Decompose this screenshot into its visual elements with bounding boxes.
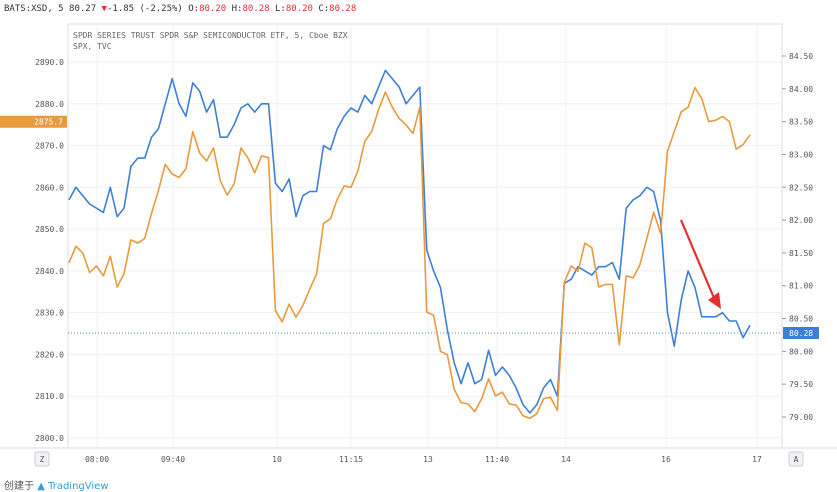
right-axis-tick: 80.00 xyxy=(789,347,813,356)
x-axis-tick: 11:15 xyxy=(339,455,363,464)
left-axis-tick: 2870.0 xyxy=(35,142,64,151)
right-axis-tick: 81.50 xyxy=(789,249,813,258)
right-axis-tick: 80.50 xyxy=(789,315,813,324)
right-axis-tick: 79.00 xyxy=(789,413,813,422)
legend-entry: SPX, TVC xyxy=(73,42,112,51)
scale-z-label: Z xyxy=(40,455,45,464)
annotation-arrow-shaft xyxy=(679,219,716,299)
left-axis-tick: 2840.0 xyxy=(35,267,64,276)
x-axis-tick: 10 xyxy=(272,455,282,464)
high-label: H: xyxy=(231,4,243,14)
annotation-arrow-head xyxy=(708,292,721,309)
left-axis-tick: 2800.0 xyxy=(35,434,64,443)
x-axis-tick: 13 xyxy=(423,455,433,464)
open-value: 80.20 xyxy=(199,4,227,14)
scale-a-button[interactable] xyxy=(788,451,804,467)
chart-header: BATS:XSD, 5 80.27 ▼-1.85 (-2.25%) O:80.2… xyxy=(4,2,356,16)
scale-a-label: A xyxy=(794,455,799,464)
tradingview-link[interactable]: TradingView xyxy=(48,481,109,492)
left-axis-tick: 2860.0 xyxy=(35,183,64,192)
down-arrow-icon: ▼ xyxy=(101,4,107,14)
series-line-spx xyxy=(68,69,751,414)
right-axis-tick: 82.50 xyxy=(789,183,813,192)
created-label: 创建于 xyxy=(4,481,34,492)
x-axis-tick: 14 xyxy=(561,455,571,464)
left-price-marker-label: 2875.7 xyxy=(34,118,63,127)
left-axis-tick: 2820.0 xyxy=(35,350,64,359)
left-axis-tick: 2890.0 xyxy=(35,58,64,67)
x-axis-tick: 08:00 xyxy=(85,455,109,464)
high-value: 80.28 xyxy=(242,4,270,14)
scale-z-button[interactable] xyxy=(34,451,50,467)
low-label: L: xyxy=(274,4,286,14)
last-price: 80.27 xyxy=(69,4,97,14)
legend-entry: SPDR SERIES TRUST SPDR S&P SEMICONDUCTOR… xyxy=(73,31,348,40)
close-label: C: xyxy=(318,4,330,14)
footer: 创建于 ▲ TradingView xyxy=(4,477,109,492)
right-axis-tick: 82.00 xyxy=(789,216,813,225)
left-axis-tick: 2830.0 xyxy=(35,309,64,318)
right-axis-tick: 79.50 xyxy=(789,380,813,389)
price-change: -1.85 (-2.25%) xyxy=(106,4,183,14)
left-axis-tick: 2810.0 xyxy=(35,392,64,401)
right-axis-tick: 81.00 xyxy=(789,282,813,291)
left-axis-tick: 2880.0 xyxy=(35,100,64,109)
x-axis-tick: 16 xyxy=(661,455,671,464)
open-label: O: xyxy=(188,4,200,14)
right-axis-tick: 84.50 xyxy=(789,52,813,61)
x-axis-tick: 09:40 xyxy=(161,455,185,464)
x-axis-tick: 11:40 xyxy=(485,455,509,464)
low-value: 80.20 xyxy=(285,4,313,14)
right-price-marker-label: 80.28 xyxy=(789,329,813,338)
right-axis-tick: 83.50 xyxy=(789,118,813,127)
close-value: 80.28 xyxy=(329,4,357,14)
symbol-label: BATS:XSD, 5 xyxy=(4,4,64,14)
x-axis-tick: 17 xyxy=(752,455,762,464)
right-axis-tick: 84.00 xyxy=(789,85,813,94)
left-axis-tick: 2850.0 xyxy=(35,225,64,234)
right-axis-tick: 83.00 xyxy=(789,150,813,159)
series-line-xsd xyxy=(68,86,751,420)
left-price-marker xyxy=(0,115,67,128)
right-price-marker xyxy=(783,326,819,339)
tradingview-logo-icon[interactable]: ▲ xyxy=(37,481,45,492)
